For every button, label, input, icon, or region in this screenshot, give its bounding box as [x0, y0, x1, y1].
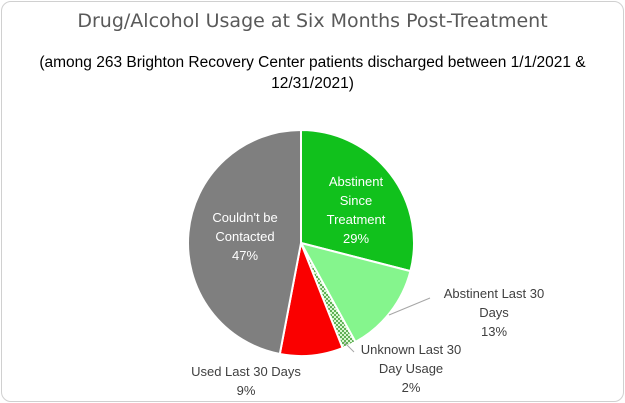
- chart-subtitle: (among 263 Brighton Recovery Center pati…: [39, 54, 586, 92]
- slice-label-line: Contacted: [215, 229, 274, 244]
- slice-label-line: 29%: [343, 231, 369, 246]
- leader-lines: [343, 297, 431, 353]
- slice-label-line: 47%: [232, 248, 258, 263]
- pie-slice-abstinent-since-treatment: [300, 129, 415, 273]
- slice-label: Used Last 30 Days 9%: [191, 364, 301, 398]
- pie-slices: [187, 129, 415, 357]
- slice-label-line: Days: [479, 305, 509, 320]
- slice-label: Unknown Last 30 Day Usage 2%: [361, 342, 461, 395]
- pie-slice-abstinent-last-30-days: [300, 242, 412, 344]
- slice-label-line: Used Last 30 Days: [191, 364, 301, 379]
- slice-labels: Abstinent Since Treatment 29% Abstinent Last…: [191, 174, 544, 398]
- slice-label-line: Day Usage: [379, 361, 443, 376]
- slice-label-line: 13%: [481, 324, 507, 339]
- slice-label-line: Abstinent: [329, 174, 384, 189]
- slice-label: Couldn't be Contacted 47%: [212, 210, 277, 263]
- slice-label-line: 9%: [237, 383, 256, 398]
- pie-slice-couldn-t-be-contacted: [187, 129, 302, 355]
- slice-label: Abstinent Since Treatment 29%: [327, 174, 386, 246]
- leader-line: [388, 297, 431, 316]
- slice-label-line: Unknown Last 30: [361, 342, 461, 357]
- slice-label-line: Since: [340, 193, 373, 208]
- chart-title: Drug/Alcohol Usage at Six Months Post-Tr…: [77, 10, 548, 32]
- slice-label: Abstinent Last 30 Days 13%: [444, 286, 544, 339]
- slice-label-line: Abstinent Last 30: [444, 286, 544, 301]
- slice-label-line: Couldn't be: [212, 210, 277, 225]
- leader-line: [343, 341, 355, 353]
- slice-label-line: 2%: [402, 380, 421, 395]
- slice-label-line: Treatment: [327, 212, 386, 227]
